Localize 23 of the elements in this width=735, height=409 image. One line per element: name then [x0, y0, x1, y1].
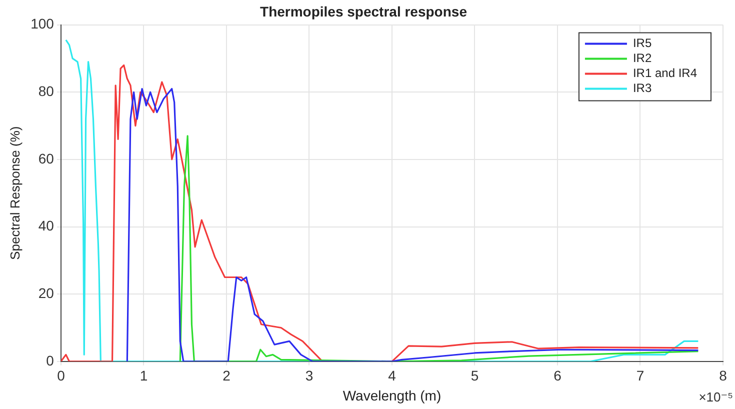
x-tick-label: 6 — [554, 368, 562, 384]
x-tick-label: 3 — [305, 368, 314, 384]
legend-label: IR2 — [632, 51, 652, 66]
legend-label: IR3 — [632, 81, 652, 96]
x-tick-label: 4 — [388, 368, 396, 384]
y-tick-label: 60 — [38, 150, 54, 166]
y-tick-label: 40 — [38, 218, 54, 234]
y-tick-label: 0 — [46, 352, 54, 368]
y-tick-label: 20 — [38, 284, 54, 301]
text: ×10⁻⁵ — [698, 389, 733, 404]
x-tick-label: 5 — [470, 368, 479, 384]
y-tick-label: 80 — [38, 82, 54, 99]
x-tick-label: 7 — [636, 368, 644, 384]
legend-label: IR1 and IR4 — [632, 66, 698, 80]
x-axis-title: Wavelength (m) — [342, 387, 442, 404]
x-tick-label: 1 — [140, 368, 148, 384]
y-axis-title: Spectral Response (%) — [7, 126, 22, 260]
chart-title: Thermopiles spectral response — [260, 3, 468, 20]
y-tick-label: 100 — [30, 16, 54, 32]
x-tick-label: 0 — [57, 368, 66, 384]
x-tick-label: 8 — [719, 368, 728, 384]
legend-label: IR5 — [632, 36, 652, 50]
x-tick-label: 2 — [222, 368, 231, 384]
